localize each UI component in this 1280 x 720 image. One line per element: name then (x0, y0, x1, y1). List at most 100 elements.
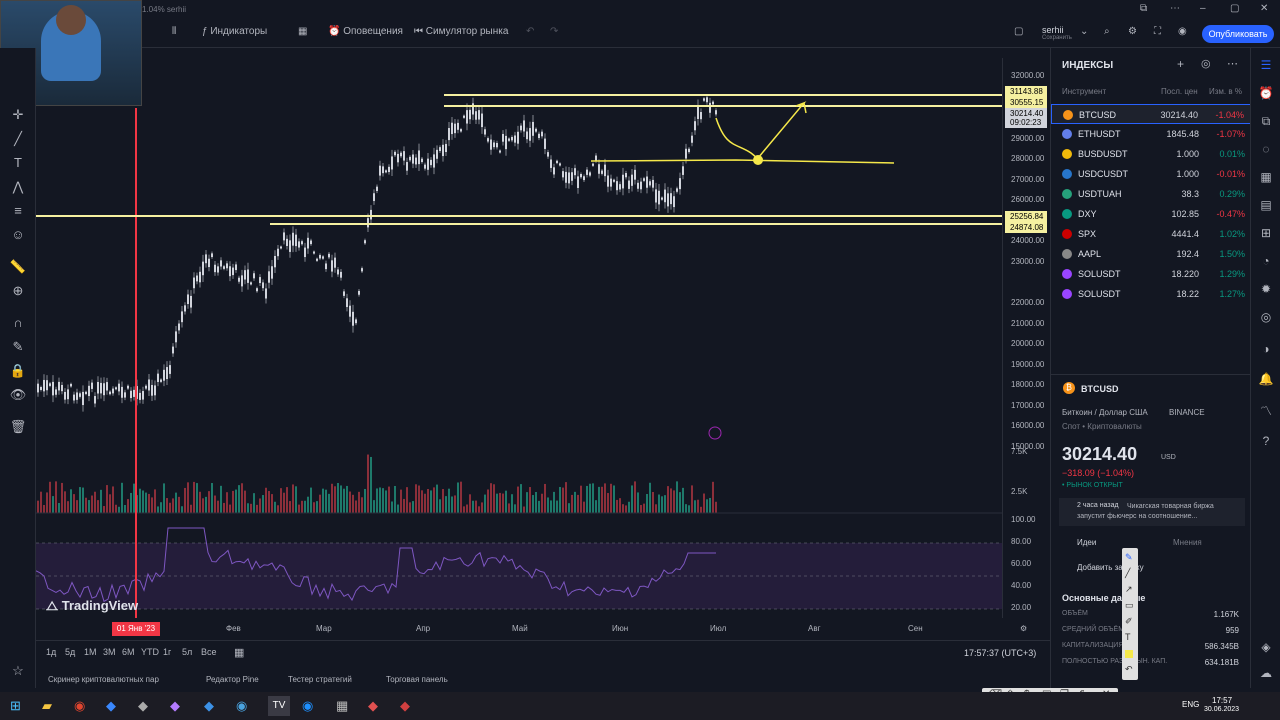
compare-icon[interactable]: ⫴ (172, 26, 177, 37)
price-axis[interactable]: 32000.00 29000.00 28000.00 27000.00 26000.00… (1002, 58, 1048, 618)
windows-start-icon[interactable]: ⊞ (10, 698, 21, 713)
text-tool-icon[interactable]: T (1125, 632, 1131, 642)
rect-icon[interactable]: ▭ (1125, 600, 1134, 610)
watchlist-row[interactable]: BUSDUSDT 1.000 0.01% (1051, 144, 1251, 164)
app-icon[interactable]: ◆ (106, 698, 116, 713)
object-tree-icon[interactable]: ⧉ (1261, 114, 1271, 128)
watchlist-row[interactable]: SOLUSDT 18.220 1.29% (1051, 264, 1251, 284)
language-indicator[interactable]: ENG (1182, 700, 1200, 709)
redo-icon[interactable]: ↷ (550, 26, 559, 37)
chat-icon[interactable]: ◌ (1262, 142, 1270, 156)
bottom-tab[interactable]: Редактор Pine (206, 675, 259, 684)
pen-icon[interactable]: ✎ (1125, 552, 1133, 562)
bottom-tab[interactable]: Торговая панель (386, 675, 448, 684)
fullscreen-icon[interactable]: ⛶ (1154, 26, 1161, 37)
emoji-icon[interactable]: ☺ (11, 227, 25, 242)
tab-opinions[interactable]: Мнения (1173, 538, 1202, 547)
search-icon[interactable]: ⌕ (1104, 26, 1110, 37)
undo-draw-icon[interactable]: ↶ (1125, 664, 1133, 674)
app-icon[interactable]: ◆ (170, 698, 180, 713)
trash-icon[interactable]: 🗑 (9, 419, 27, 434)
range-button[interactable]: YTD (141, 647, 159, 657)
drawn-dot[interactable] (753, 155, 763, 165)
maximize-icon[interactable]: ▢ (1230, 3, 1240, 14)
app-icon[interactable]: ◆ (368, 698, 378, 713)
camera-icon[interactable]: ◉ (1178, 26, 1187, 37)
range-button[interactable]: 6M (122, 647, 135, 657)
drawn-arrow[interactable] (715, 101, 807, 163)
notes-icon[interactable]: ▤ (1260, 198, 1272, 212)
range-button[interactable]: 1д (46, 647, 57, 657)
chrome-icon[interactable]: ◉ (74, 698, 86, 713)
restore-icon[interactable]: ⧉ (1140, 3, 1148, 14)
alerts-button[interactable]: ⏰ Оповещения (328, 26, 403, 37)
trend-icon[interactable]: 〽 (1259, 404, 1272, 418)
marker-icon[interactable]: ✐ (1125, 616, 1133, 626)
watchlist-row[interactable]: BTCUSD 30214.40 -1.04% (1051, 104, 1251, 124)
watchlist-row[interactable]: ETHUSDT 1845.48 -1.07% (1051, 124, 1251, 144)
range-button[interactable]: 5л (182, 647, 193, 657)
bottom-tab[interactable]: Скринер криптовалютных пар (48, 675, 159, 684)
menu-icon[interactable]: ⋯ (1227, 58, 1238, 70)
news-item[interactable]: 2 часа назад Чикагская товарная биржа за… (1059, 498, 1245, 526)
col-last[interactable]: Посл. цен (1161, 87, 1198, 96)
range-button[interactable]: 3M (103, 647, 116, 657)
notifications-icon[interactable]: 🔔 (1258, 372, 1274, 386)
range-button[interactable]: 1г (163, 647, 172, 657)
magnet-icon[interactable]: ∩ (13, 315, 23, 330)
pattern-icon[interactable]: ⋀ (12, 179, 24, 194)
range-button[interactable]: 1M (84, 647, 97, 657)
watchlist-row[interactable]: AAPL 192.4 1.50% (1051, 244, 1251, 264)
fib-icon[interactable]: ≡ (14, 203, 22, 218)
watchlist-row[interactable]: SPX 4441.4 1.02% (1051, 224, 1251, 244)
fullscreen-layout-icon[interactable]: ▢ (1014, 26, 1024, 37)
watchlist-row[interactable]: SOLUSDT 18.22 1.27% (1051, 284, 1251, 304)
undo-icon[interactable]: ↶ (526, 26, 535, 37)
edge-icon[interactable]: ◉ (302, 698, 314, 713)
taskbar-time[interactable]: 17:57 (1212, 696, 1233, 705)
alerts-icon[interactable]: ⏰ (1258, 86, 1274, 100)
chevron-down-icon[interactable]: ⌄ (1080, 26, 1089, 37)
close-icon[interactable]: ✕ (1260, 3, 1269, 14)
lock-icon[interactable]: 🔒 (9, 363, 27, 378)
explorer-icon[interactable]: ▰ (42, 698, 52, 713)
layers-icon[interactable]: ◈ (1261, 640, 1271, 654)
watchlist-icon[interactable]: ☰ (1260, 58, 1272, 72)
app-icon[interactable]: ◉ (236, 698, 248, 713)
color-swatch[interactable] (1125, 650, 1133, 658)
calendar-icon[interactable]: ▦ (234, 647, 245, 659)
watchlist-row[interactable]: USDTUAH 38.3 0.29% (1051, 184, 1251, 204)
details-symbol[interactable]: BTCUSD (1081, 384, 1119, 394)
minimize-icon[interactable]: – (1200, 3, 1206, 14)
zoom-icon[interactable]: ⊕ (12, 283, 24, 298)
app-icon[interactable]: ◆ (138, 698, 148, 713)
screener-icon[interactable]: ⊞ (1260, 226, 1272, 240)
text-icon[interactable]: T (14, 155, 22, 170)
calendar-icon[interactable]: ▦ (1260, 170, 1272, 184)
cursor-icon[interactable]: ✛ (12, 107, 24, 122)
hotlists-icon[interactable]: ◔ (1262, 254, 1270, 268)
range-button[interactable]: 5д (65, 647, 76, 657)
calendar-economic-icon[interactable]: ◑ (1262, 342, 1270, 356)
replay-button[interactable]: ⏮ Симулятор рынка (414, 26, 509, 37)
add-symbol-icon[interactable]: + (1177, 57, 1185, 71)
publish-button[interactable]: Опубликовать (1202, 25, 1274, 43)
watchlist-row[interactable]: DXY 102.85 -0.47% (1051, 204, 1251, 224)
more-icon[interactable]: ⋯ (1170, 3, 1180, 14)
time-axis[interactable]: 01 Янв '23 Фев Мар Апр Май Июн Июл Авг Сен ⚙ (36, 620, 1048, 638)
trendline-icon[interactable]: ╱ (14, 131, 22, 146)
range-button[interactable]: Все (201, 647, 217, 657)
user-name[interactable]: serhii (1042, 25, 1064, 35)
taskbar-date[interactable]: 30.06.2023 (1204, 706, 1240, 713)
chat-bubble-icon[interactable]: ☁ (1260, 666, 1272, 680)
drawn-midline[interactable] (590, 159, 895, 164)
settings-icon[interactable]: ⚙ (1020, 624, 1028, 633)
settings-icon[interactable]: ◎ (1201, 58, 1211, 70)
streams-icon[interactable]: ◎ (1260, 310, 1272, 324)
arrow-icon[interactable]: ↗ (1125, 584, 1133, 594)
layouts-icon[interactable]: ▦ (298, 26, 308, 37)
calculator-icon[interactable]: ▦ (336, 698, 349, 713)
pencil-lock-icon[interactable]: ✎ (12, 339, 24, 354)
app-icon[interactable]: ◆ (204, 698, 214, 713)
price-chart[interactable] (36, 58, 1002, 618)
